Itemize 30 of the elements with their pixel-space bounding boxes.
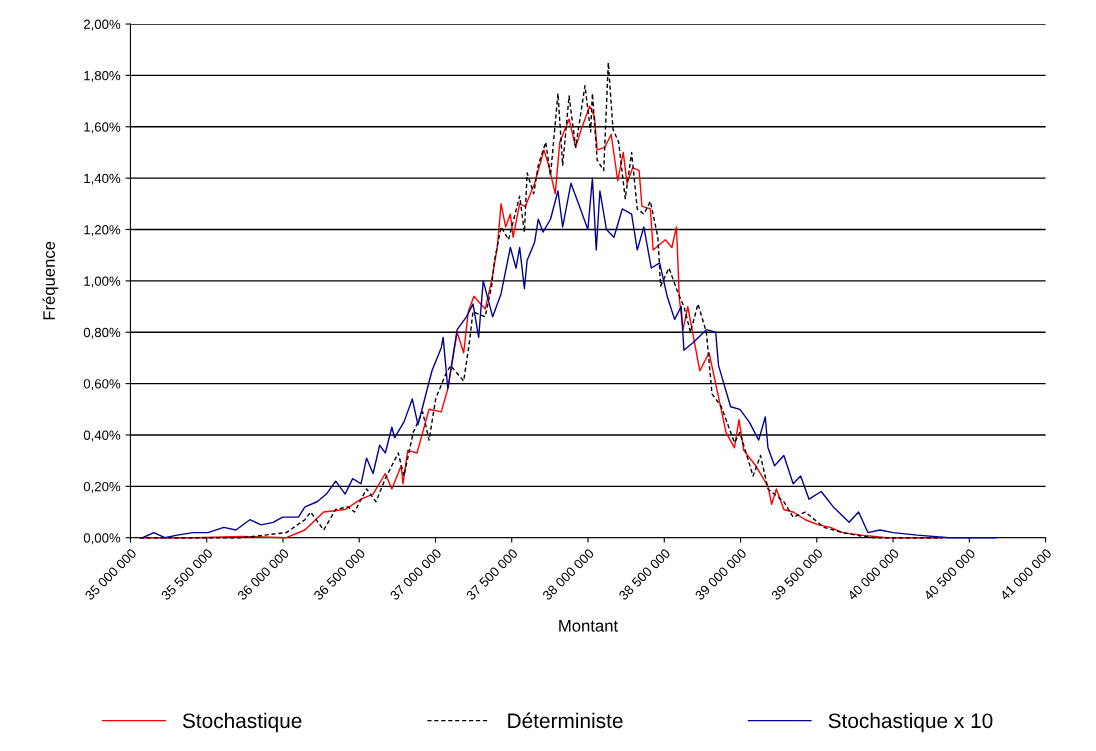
y-tick-label: 1,00%: [84, 276, 121, 288]
x-tick-label: 36 000 000: [236, 548, 290, 601]
x-tick-label: 37 500 000: [465, 548, 519, 601]
x-tick-label: 38 500 000: [618, 548, 671, 601]
legend-label: Stochastique x 10: [828, 712, 993, 733]
x-tick-label: 35 500 000: [160, 548, 214, 601]
y-tick-label: 1,80%: [84, 70, 121, 82]
legend-label: Déterministe: [508, 712, 623, 729]
y-tick-label: 0,20%: [83, 481, 121, 493]
x-tick-label: 38 000 000: [541, 548, 595, 601]
y-tick-label: 0,00%: [83, 533, 121, 545]
y-tick-label: 1,20%: [84, 225, 121, 236]
x-tick-label: 40 000 000: [846, 548, 900, 601]
x-tick-label: 39 000 000: [694, 548, 748, 601]
x-tick-label: 37 000 000: [389, 548, 442, 601]
x-axis-title: Montant: [559, 620, 618, 632]
x-tick-label: 39 500 000: [770, 548, 824, 601]
x-tick-label: 36 500 000: [313, 548, 366, 601]
y-tick-label: 0,40%: [83, 430, 121, 442]
y-tick-label: 2,00%: [83, 19, 121, 31]
y-axis-title: Fréquence: [42, 241, 59, 320]
x-tick-label: 40 500 000: [923, 548, 976, 601]
y-tick-label: 1,60%: [84, 122, 121, 134]
y-tick-label: 0,60%: [83, 379, 121, 391]
y-tick-label: 1,40%: [84, 173, 121, 185]
x-tick-label: 35 000 000: [84, 548, 137, 601]
line-series: [141, 177, 997, 539]
legend-label: Stochastique: [182, 712, 302, 733]
y-tick-label: 0,80%: [83, 327, 121, 339]
x-tick-label: 41 000 000: [999, 548, 1053, 601]
